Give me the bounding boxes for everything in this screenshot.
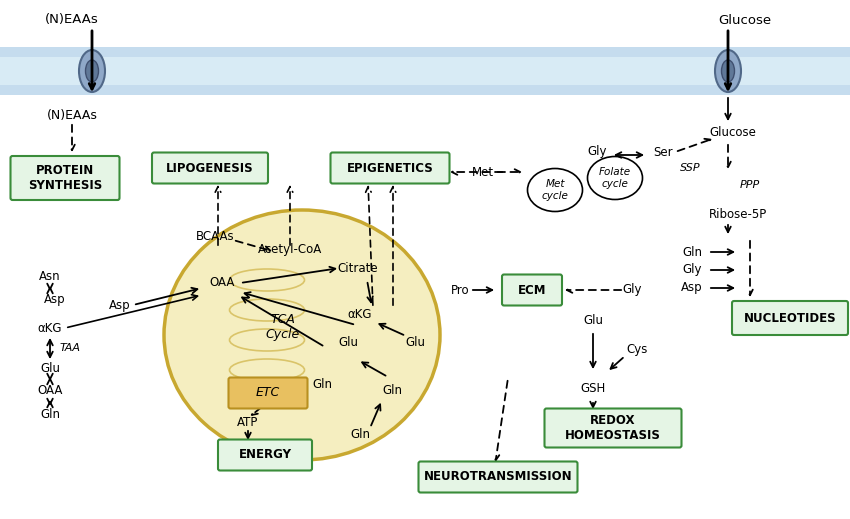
- Text: PPP: PPP: [740, 180, 760, 190]
- Text: Citrate: Citrate: [337, 262, 378, 275]
- Text: Asn: Asn: [39, 270, 61, 283]
- Text: αKG: αKG: [348, 308, 372, 321]
- Text: Gln: Gln: [382, 384, 402, 397]
- Text: NEUROTRANSMISSION: NEUROTRANSMISSION: [423, 471, 572, 484]
- Text: (N)EAAs: (N)EAAs: [45, 13, 99, 26]
- Text: ETC: ETC: [256, 387, 280, 400]
- Text: Ribose-5P: Ribose-5P: [709, 209, 767, 222]
- Text: Met
cycle: Met cycle: [541, 179, 569, 201]
- FancyBboxPatch shape: [218, 440, 312, 471]
- Text: OAA: OAA: [37, 384, 63, 397]
- Text: GSH: GSH: [581, 381, 605, 394]
- FancyBboxPatch shape: [732, 301, 848, 335]
- Text: (N)EAAs: (N)EAAs: [47, 108, 98, 121]
- Text: Glu: Glu: [338, 336, 358, 349]
- Text: Gln: Gln: [682, 245, 702, 258]
- Text: Glucose: Glucose: [718, 13, 772, 26]
- Text: Ser: Ser: [653, 145, 673, 158]
- Text: ECM: ECM: [518, 283, 547, 296]
- Text: Glu: Glu: [40, 362, 60, 375]
- Text: Asp: Asp: [44, 294, 65, 307]
- FancyBboxPatch shape: [418, 461, 577, 493]
- Text: Gly: Gly: [622, 283, 642, 296]
- Text: Asp: Asp: [109, 298, 131, 311]
- Text: Cys: Cys: [626, 344, 648, 357]
- Text: Gln: Gln: [312, 378, 332, 391]
- Text: NUCLEOTIDES: NUCLEOTIDES: [744, 311, 836, 324]
- Text: Folate
cycle: Folate cycle: [599, 167, 631, 189]
- FancyBboxPatch shape: [331, 153, 450, 184]
- FancyBboxPatch shape: [545, 408, 682, 447]
- Text: TAA: TAA: [60, 343, 81, 353]
- Text: OAA: OAA: [209, 277, 235, 290]
- Text: αKG: αKG: [37, 321, 62, 335]
- Ellipse shape: [86, 60, 99, 82]
- Ellipse shape: [722, 60, 734, 82]
- FancyBboxPatch shape: [10, 156, 120, 200]
- Text: Asp: Asp: [681, 281, 703, 294]
- FancyBboxPatch shape: [229, 377, 308, 408]
- Text: Gln: Gln: [40, 408, 60, 421]
- FancyBboxPatch shape: [152, 153, 268, 184]
- Bar: [0, 47, 850, 95]
- Text: Acetyl-CoA: Acetyl-CoA: [258, 243, 322, 256]
- Text: BCAAs: BCAAs: [196, 230, 235, 243]
- Ellipse shape: [528, 169, 582, 212]
- Ellipse shape: [164, 210, 440, 460]
- Text: Met: Met: [472, 166, 494, 179]
- Text: TCA
Cycle: TCA Cycle: [266, 313, 300, 341]
- Bar: [0, 57, 850, 85]
- Ellipse shape: [715, 50, 741, 92]
- Ellipse shape: [79, 50, 105, 92]
- Ellipse shape: [587, 157, 643, 199]
- Text: PROTEIN
SYNTHESIS: PROTEIN SYNTHESIS: [28, 164, 102, 192]
- Text: LIPOGENESIS: LIPOGENESIS: [167, 161, 254, 174]
- Text: Gly: Gly: [587, 145, 607, 158]
- Text: Glucose: Glucose: [710, 126, 756, 139]
- Text: REDOX
HOMEOSTASIS: REDOX HOMEOSTASIS: [565, 414, 661, 442]
- Text: Gly: Gly: [683, 264, 702, 277]
- Text: ATP: ATP: [237, 417, 258, 430]
- Text: Gln: Gln: [350, 429, 370, 442]
- Text: Pro: Pro: [450, 283, 469, 296]
- Text: EPIGENETICS: EPIGENETICS: [347, 161, 434, 174]
- Text: SSP: SSP: [680, 163, 700, 173]
- FancyBboxPatch shape: [502, 275, 562, 306]
- Text: Glu: Glu: [583, 313, 603, 326]
- Text: ENERGY: ENERGY: [239, 448, 292, 461]
- Text: Glu: Glu: [405, 336, 425, 349]
